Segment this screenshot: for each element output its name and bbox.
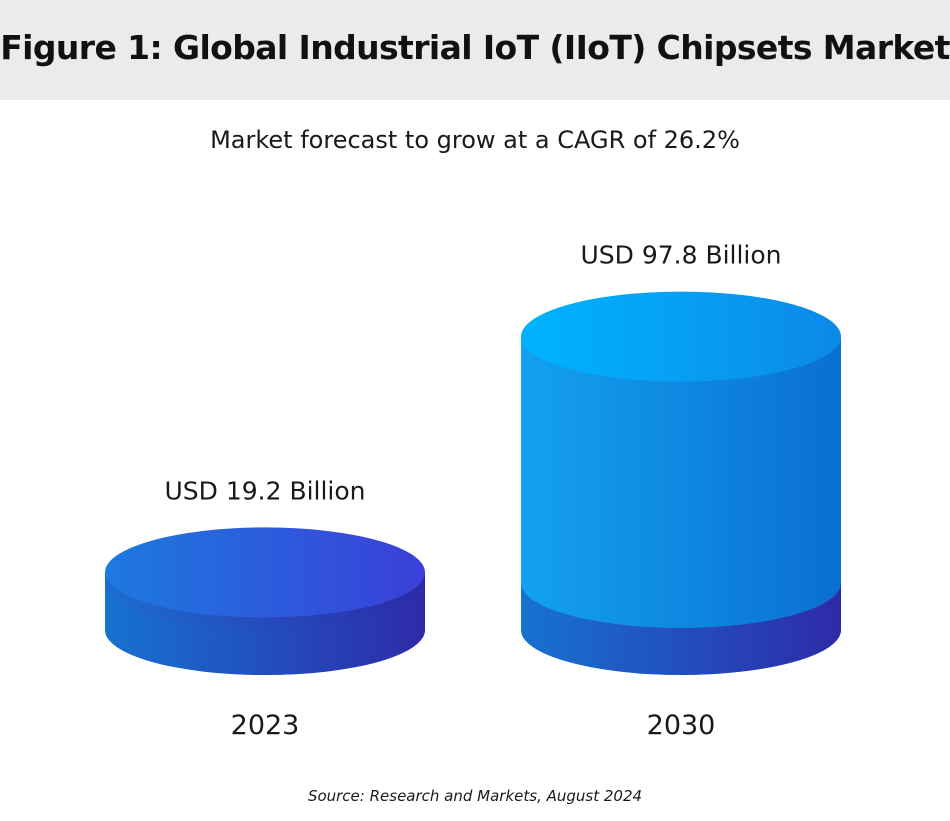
bar-2030 bbox=[521, 336, 841, 675]
chart-subtitle: Market forecast to grow at a CAGR of 26.… bbox=[210, 126, 740, 154]
bar-top-2030 bbox=[521, 291, 841, 382]
bar-base-band-2030 bbox=[521, 583, 841, 675]
bar-base-band-2023 bbox=[105, 583, 425, 675]
chart-title: Figure 1: Global Industrial IoT (IIoT) C… bbox=[0, 28, 950, 67]
title-banner bbox=[0, 0, 950, 100]
chart-source: Source: Research and Markets, August 202… bbox=[307, 787, 643, 805]
data-label-2023: USD 19.2 Billion bbox=[164, 476, 365, 505]
data-label-2030: USD 97.8 Billion bbox=[580, 241, 781, 270]
bar-top-2023 bbox=[105, 527, 425, 618]
category-label-2023: 2023 bbox=[231, 710, 300, 741]
category-label-2030: 2030 bbox=[647, 710, 716, 741]
